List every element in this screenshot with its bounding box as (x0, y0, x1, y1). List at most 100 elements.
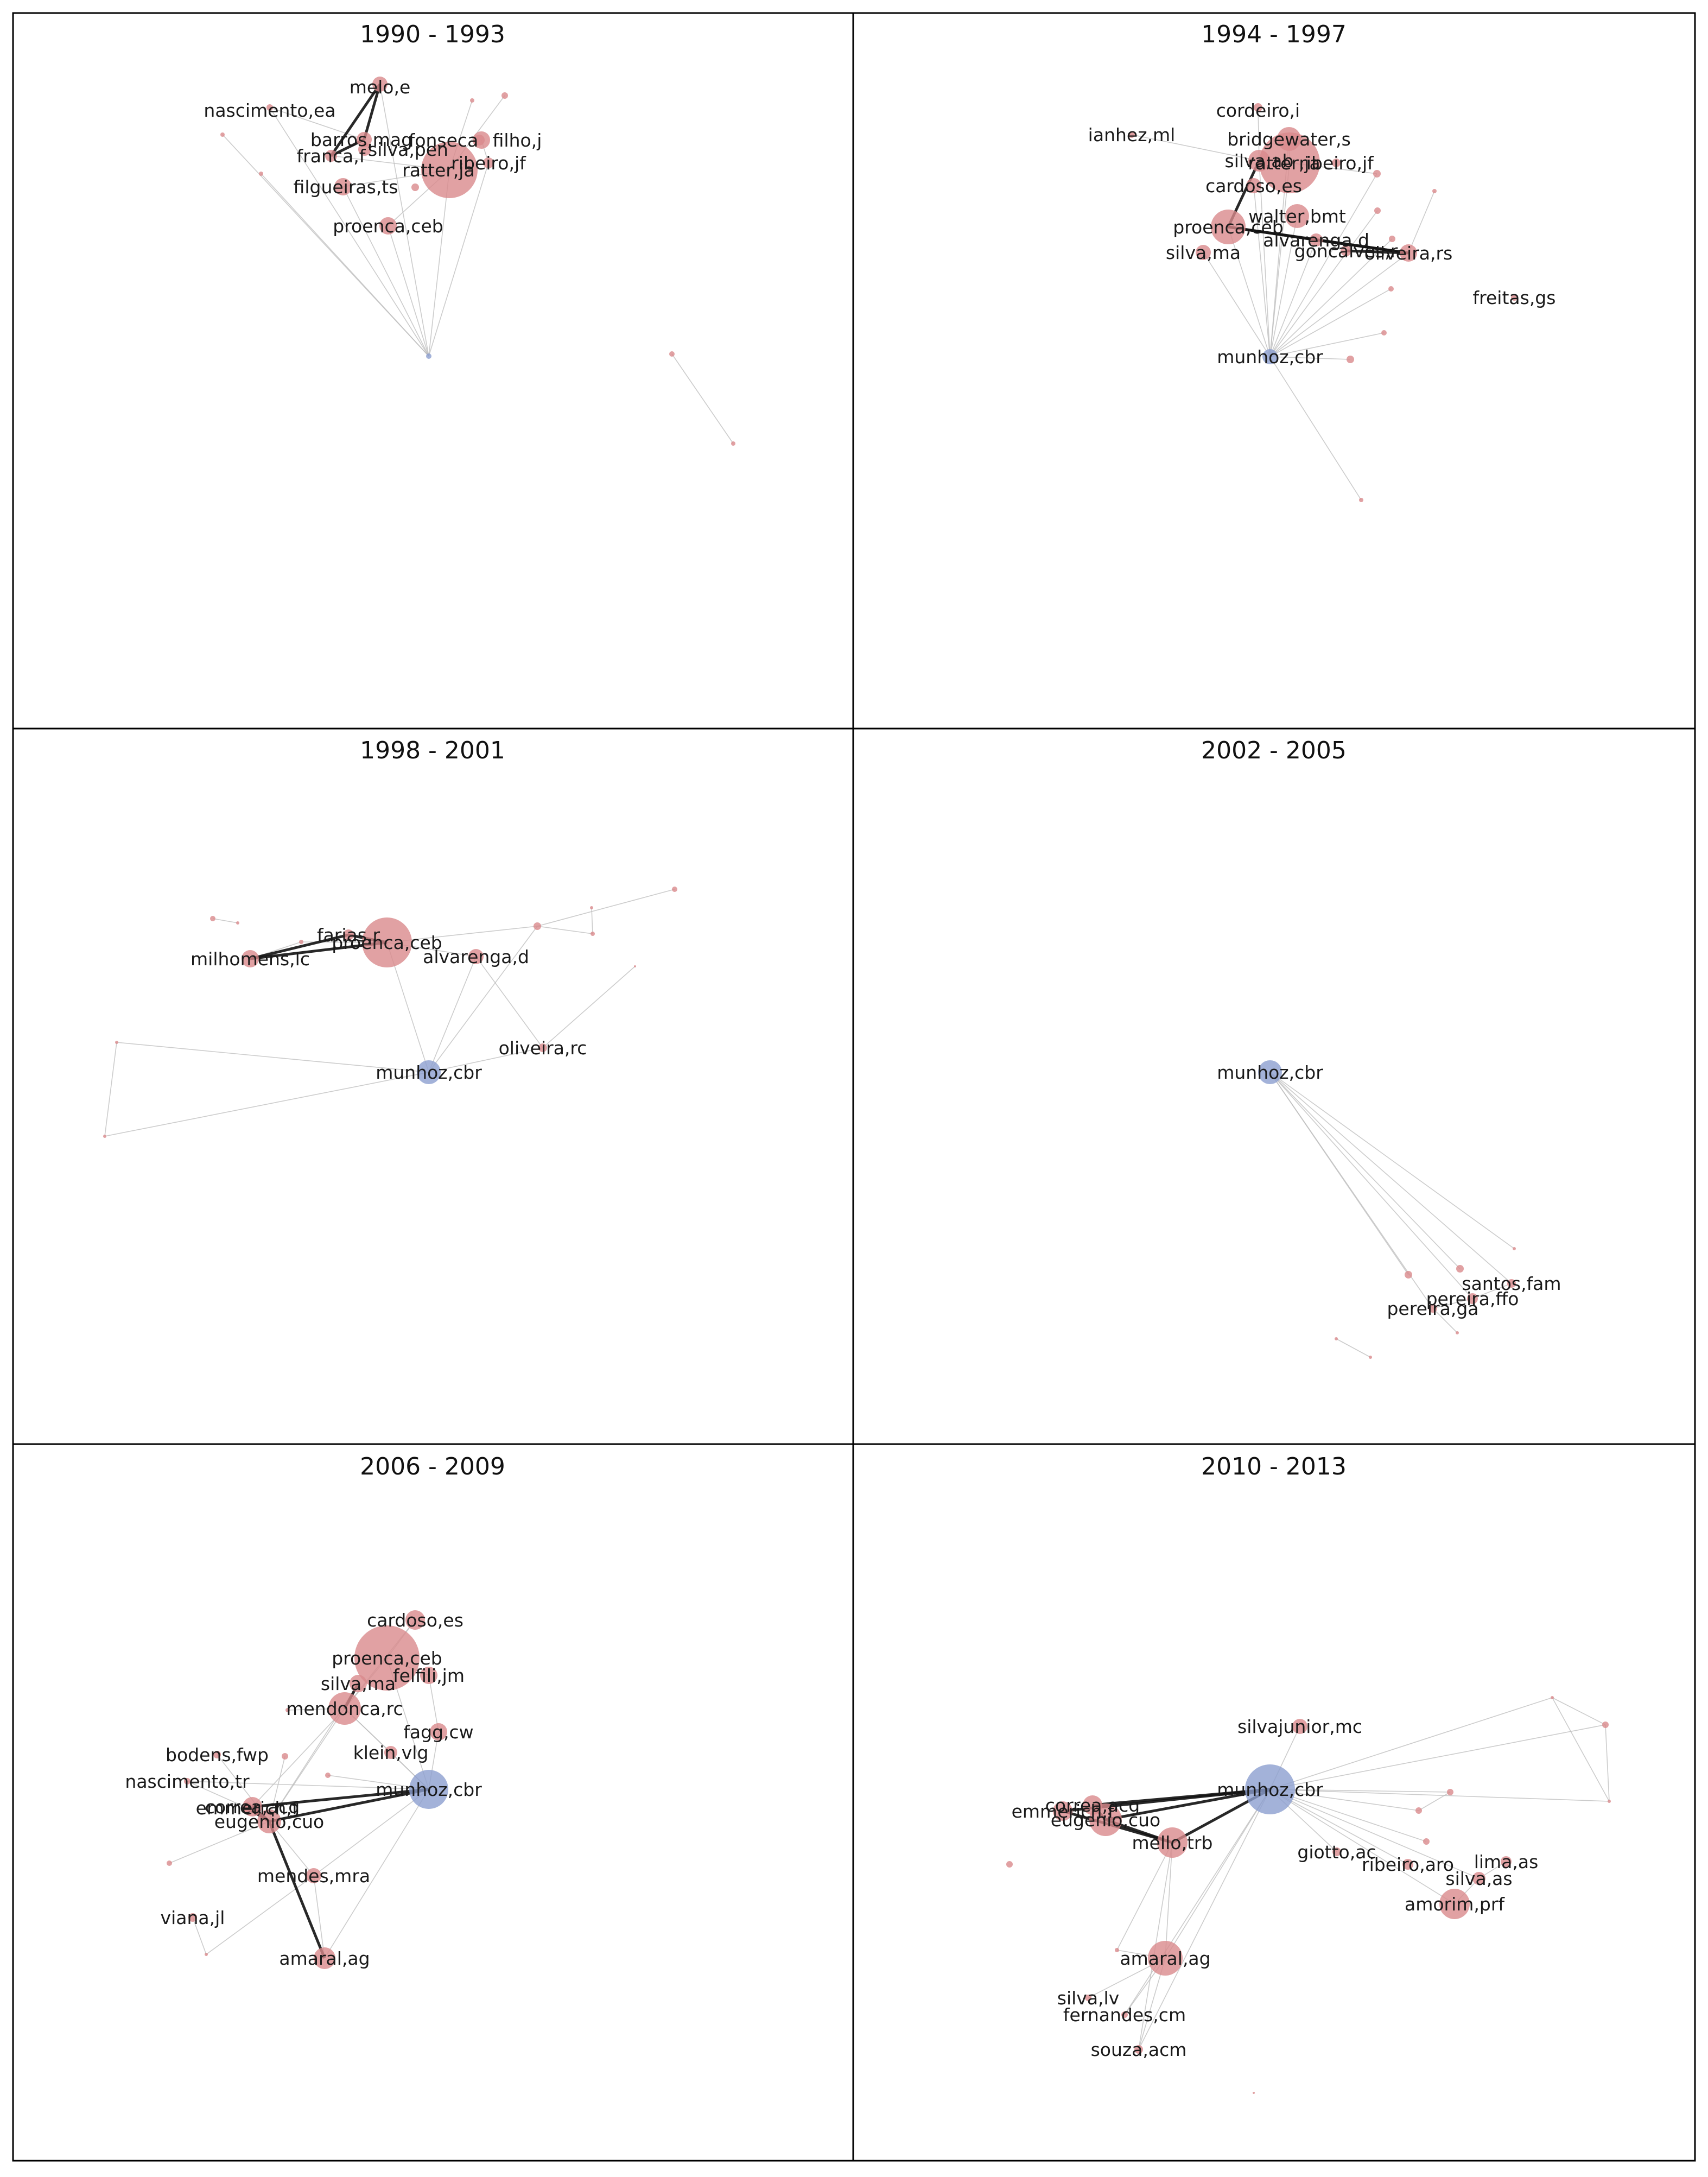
author-node[interactable] (1400, 244, 1417, 262)
author-node[interactable] (1456, 1331, 1459, 1334)
author-node[interactable] (242, 950, 259, 967)
author-node[interactable] (1253, 2092, 1255, 2094)
author-node[interactable] (306, 1868, 321, 1883)
author-node[interactable] (1507, 1279, 1516, 1288)
author-node[interactable] (257, 1809, 281, 1833)
author-node[interactable] (334, 178, 352, 195)
author-node[interactable] (411, 183, 419, 191)
author-node[interactable] (236, 921, 239, 925)
author-node[interactable] (325, 1773, 331, 1778)
author-node[interactable] (1089, 1803, 1122, 1836)
author-node[interactable] (538, 1043, 547, 1052)
author-node[interactable] (590, 906, 593, 909)
author-node[interactable] (350, 1675, 367, 1692)
author-node[interactable] (1501, 1856, 1512, 1867)
author-node[interactable] (1369, 1356, 1372, 1359)
author-node[interactable] (1513, 1247, 1516, 1250)
author-node[interactable] (1405, 1271, 1412, 1279)
author-node[interactable] (325, 150, 337, 162)
author-node[interactable] (1148, 1941, 1183, 1976)
author-node[interactable] (474, 135, 485, 145)
author-node[interactable] (188, 1913, 197, 1922)
author-node[interactable] (1332, 1847, 1341, 1856)
author-node[interactable] (314, 1947, 335, 1969)
author-node[interactable] (534, 922, 541, 930)
author-node[interactable] (362, 917, 412, 967)
author-node[interactable] (1347, 356, 1354, 363)
author-node[interactable] (1246, 178, 1261, 193)
author-node[interactable] (167, 1860, 172, 1866)
author-node[interactable] (354, 1625, 420, 1691)
author-node[interactable] (1551, 1696, 1554, 1699)
author-node[interactable] (1374, 207, 1381, 214)
author-node[interactable] (1211, 210, 1246, 244)
author-node[interactable] (1402, 1859, 1413, 1870)
author-node[interactable] (115, 1041, 118, 1044)
author-node[interactable] (1511, 294, 1517, 301)
author-node[interactable] (1121, 2011, 1128, 2018)
author-node[interactable] (669, 351, 675, 357)
author-node[interactable] (343, 929, 354, 940)
author-node[interactable] (405, 1610, 425, 1630)
author-node[interactable] (1335, 1337, 1338, 1340)
author-node[interactable] (103, 1135, 106, 1138)
author-node[interactable] (1432, 189, 1437, 193)
author-node[interactable] (470, 98, 474, 103)
focus-author-node[interactable] (426, 353, 431, 359)
author-node[interactable] (1115, 1948, 1119, 1952)
author-node[interactable] (379, 217, 397, 235)
author-node[interactable] (1439, 1889, 1470, 1919)
author-node[interactable] (430, 1723, 447, 1741)
author-node[interactable] (1415, 1807, 1422, 1814)
author-node[interactable] (1467, 1293, 1478, 1304)
author-node[interactable] (242, 1802, 252, 1813)
author-node[interactable] (1359, 498, 1363, 502)
author-node[interactable] (468, 949, 484, 964)
author-node[interactable] (591, 932, 595, 936)
author-node[interactable] (483, 157, 494, 168)
author-node[interactable] (357, 132, 372, 147)
author-node[interactable] (1310, 233, 1323, 246)
author-node[interactable] (1381, 330, 1387, 336)
author-node[interactable] (1388, 286, 1394, 292)
author-node[interactable] (1128, 131, 1135, 138)
author-node[interactable] (1285, 204, 1309, 228)
author-node[interactable] (672, 887, 677, 892)
author-node[interactable] (299, 940, 303, 944)
author-node[interactable] (184, 1778, 191, 1784)
author-node[interactable] (1259, 132, 1320, 193)
author-node[interactable] (1157, 1827, 1188, 1858)
author-node[interactable] (1053, 1801, 1072, 1821)
author-node[interactable] (205, 1953, 208, 1956)
author-node[interactable] (731, 441, 735, 446)
author-node[interactable] (634, 965, 636, 967)
focus-author-node[interactable] (417, 1060, 441, 1084)
author-node[interactable] (1196, 245, 1211, 260)
author-node[interactable] (285, 1708, 290, 1712)
author-node[interactable] (282, 1753, 288, 1760)
author-node[interactable] (1608, 1800, 1611, 1803)
author-node[interactable] (358, 143, 371, 156)
focus-author-node[interactable] (1258, 1060, 1282, 1084)
author-node[interactable] (1254, 103, 1262, 112)
author-node[interactable] (1006, 1861, 1013, 1868)
author-node[interactable] (1472, 1872, 1485, 1885)
author-node[interactable] (1373, 170, 1381, 178)
focus-author-node[interactable] (1262, 349, 1278, 364)
author-node[interactable] (1341, 245, 1351, 256)
author-node[interactable] (372, 77, 388, 92)
focus-author-node[interactable] (1245, 1764, 1295, 1814)
author-node[interactable] (421, 142, 478, 198)
author-node[interactable] (259, 172, 263, 176)
author-node[interactable] (1085, 1995, 1091, 2001)
focus-author-node[interactable] (409, 1770, 448, 1809)
author-node[interactable] (1389, 236, 1395, 242)
author-node[interactable] (1447, 1789, 1453, 1795)
author-node[interactable] (1456, 1265, 1464, 1273)
author-node[interactable] (328, 1692, 361, 1725)
author-node[interactable] (384, 1746, 397, 1759)
author-node[interactable] (1602, 1722, 1609, 1728)
author-node[interactable] (1292, 1719, 1307, 1734)
author-node[interactable] (220, 132, 225, 137)
author-node[interactable] (1134, 2045, 1143, 2054)
